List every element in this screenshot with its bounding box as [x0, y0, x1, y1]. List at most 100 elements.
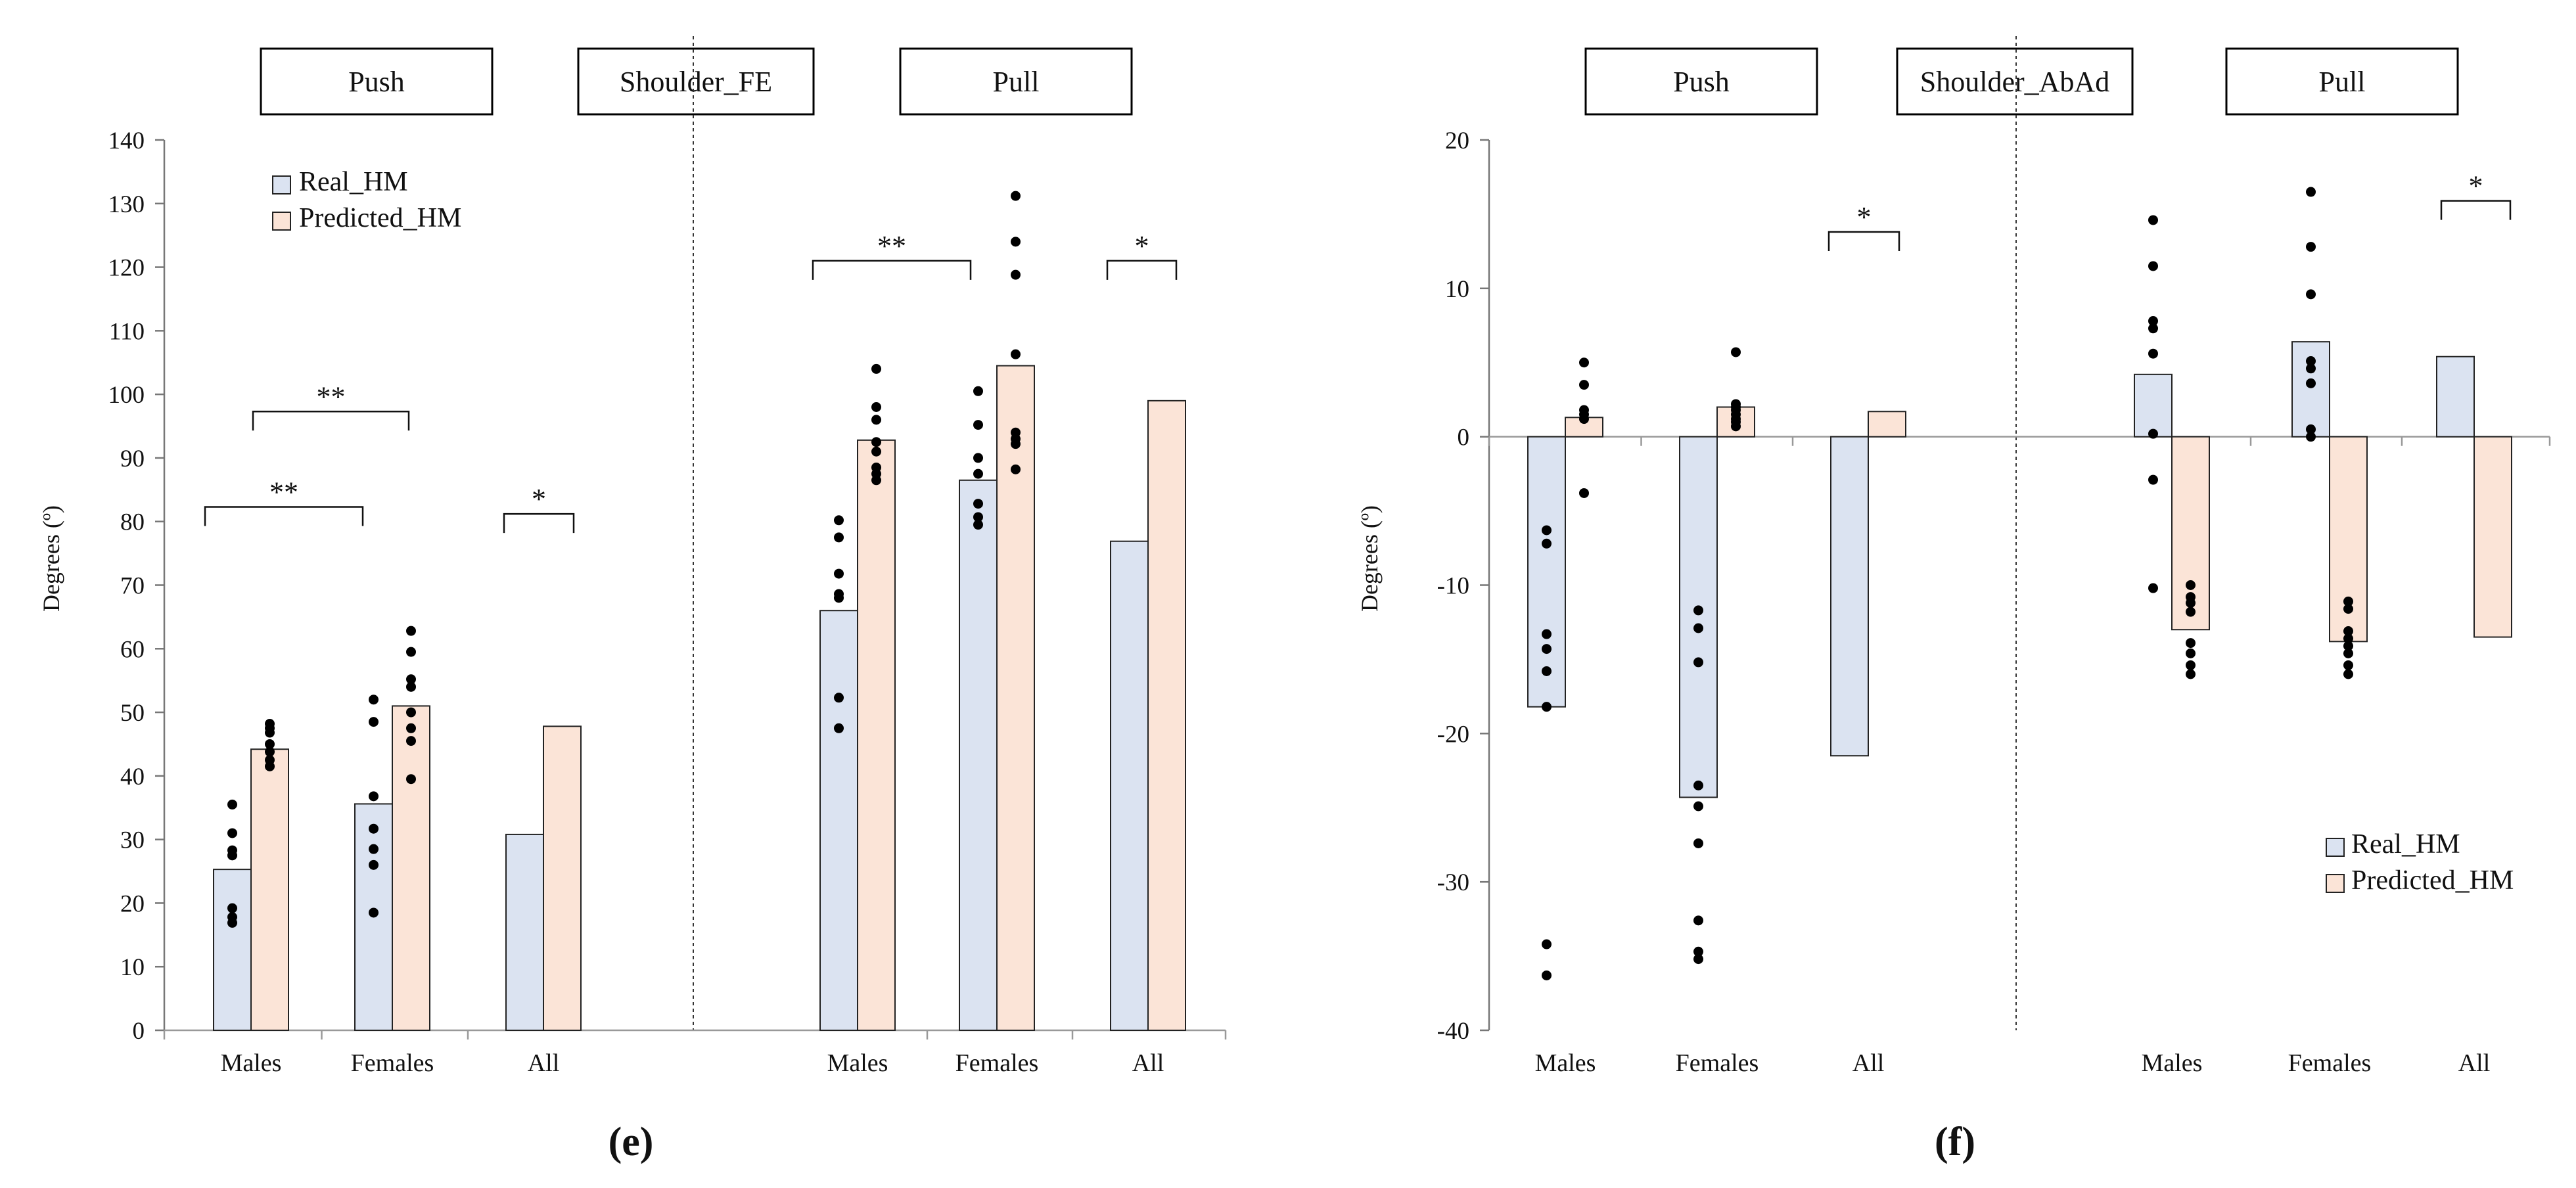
bar-real-hm: [819, 610, 858, 1031]
data-point: [871, 402, 881, 412]
data-point: [2186, 598, 2196, 608]
data-point: [369, 907, 379, 918]
bar-predicted-hm: [857, 439, 896, 1031]
data-point: [871, 415, 881, 425]
bar-real-hm: [1679, 436, 1718, 798]
data-point: [834, 515, 844, 526]
data-point: [2306, 355, 2316, 366]
group-header-label: Pull: [993, 66, 1040, 98]
significance-bracket: [1828, 231, 1900, 252]
data-point: [1731, 347, 1741, 357]
group-header-label: Shoulder_AbAd: [1920, 66, 2109, 98]
data-point: [406, 674, 416, 685]
y-tick-label: 10: [1445, 276, 1469, 303]
data-point: [2148, 316, 2158, 327]
data-point: [871, 437, 881, 447]
group-header-box: [2225, 47, 2459, 116]
data-point: [834, 723, 844, 733]
panel-paren: ): [640, 1120, 654, 1164]
significance-bracket: [2440, 200, 2512, 220]
panel-paren: (: [609, 1120, 622, 1164]
y-tick-label: 20: [120, 890, 145, 917]
data-point: [406, 736, 416, 746]
y-tick-label: 90: [120, 446, 145, 472]
y-axis-label: Degrees (º): [38, 505, 64, 612]
data-point: [834, 593, 844, 603]
data-point: [1011, 269, 1021, 280]
legend-swatch: [272, 175, 291, 194]
data-point: [1693, 605, 1703, 616]
y-axis-label: Degrees (º): [1356, 505, 1383, 612]
panel-paren: (: [1935, 1120, 1948, 1164]
x-category-label: Males: [827, 1049, 888, 1077]
y-tick-label: 110: [109, 318, 145, 345]
data-point: [2306, 432, 2316, 442]
data-point: [369, 717, 379, 727]
data-point: [1542, 538, 1552, 549]
x-category-label: Males: [221, 1049, 282, 1077]
data-point: [2306, 378, 2316, 388]
y-tick-label: 70: [120, 573, 145, 600]
data-point: [2343, 604, 2353, 614]
data-point: [834, 532, 844, 543]
data-point: [2186, 660, 2196, 670]
group-header-label: Push: [1673, 66, 1730, 98]
y-tick-label: 30: [120, 827, 145, 854]
x-category-label: Males: [1535, 1049, 1596, 1077]
data-point: [406, 647, 416, 657]
y-tick-label: -40: [1437, 1018, 1469, 1045]
data-point: [871, 446, 881, 457]
group-header-box: [260, 47, 494, 116]
data-point: [834, 568, 844, 579]
group-header-box: [577, 47, 815, 116]
data-point: [973, 386, 983, 396]
data-point: [1579, 357, 1589, 368]
data-point: [834, 693, 844, 703]
data-point: [1693, 838, 1703, 848]
data-point: [2306, 187, 2316, 197]
legend-entry: Predicted_HM: [2351, 865, 2514, 896]
panel-label: (f): [1935, 1120, 1975, 1164]
panel-paren: ): [1962, 1120, 1975, 1164]
data-point: [369, 791, 379, 802]
data-point: [2343, 660, 2353, 670]
data-point: [2343, 633, 2353, 644]
data-point: [2306, 424, 2316, 434]
data-point: [265, 746, 275, 757]
data-point: [1579, 380, 1589, 390]
legend-swatch: [2326, 838, 2345, 857]
data-point: [2148, 428, 2158, 439]
group-header-box: [1896, 47, 2134, 116]
y-tick-label: 130: [108, 191, 145, 218]
bar-real-hm: [2291, 341, 2330, 438]
bar-real-hm: [1527, 436, 1566, 708]
significance-bracket: [1106, 260, 1178, 280]
data-point: [227, 799, 237, 810]
x-category-label: All: [1132, 1049, 1164, 1077]
data-point: [265, 739, 275, 749]
data-point: [1579, 414, 1589, 424]
panel-letter: f: [1948, 1120, 1963, 1164]
x-category-label: Females: [955, 1049, 1039, 1077]
x-category-label: All: [1852, 1049, 1885, 1077]
bar-predicted-hm: [1868, 411, 1906, 438]
y-tick-label: 80: [120, 509, 145, 536]
data-point: [973, 468, 983, 479]
data-point: [973, 499, 983, 509]
data-point: [2343, 648, 2353, 658]
data-point: [973, 520, 983, 530]
data-point: [2148, 261, 2158, 271]
data-point: [871, 363, 881, 374]
group-header-label: Push: [348, 66, 405, 98]
group-header-label: Shoulder_FE: [620, 66, 772, 98]
significance-bracket: [204, 506, 364, 526]
data-point: [1693, 657, 1703, 668]
data-point: [406, 723, 416, 733]
bar-real-hm: [505, 833, 544, 1032]
significance-marker: **: [269, 476, 298, 508]
data-point: [1693, 954, 1703, 965]
data-point: [2148, 348, 2158, 359]
data-point: [2148, 323, 2158, 334]
data-point: [1011, 237, 1021, 247]
